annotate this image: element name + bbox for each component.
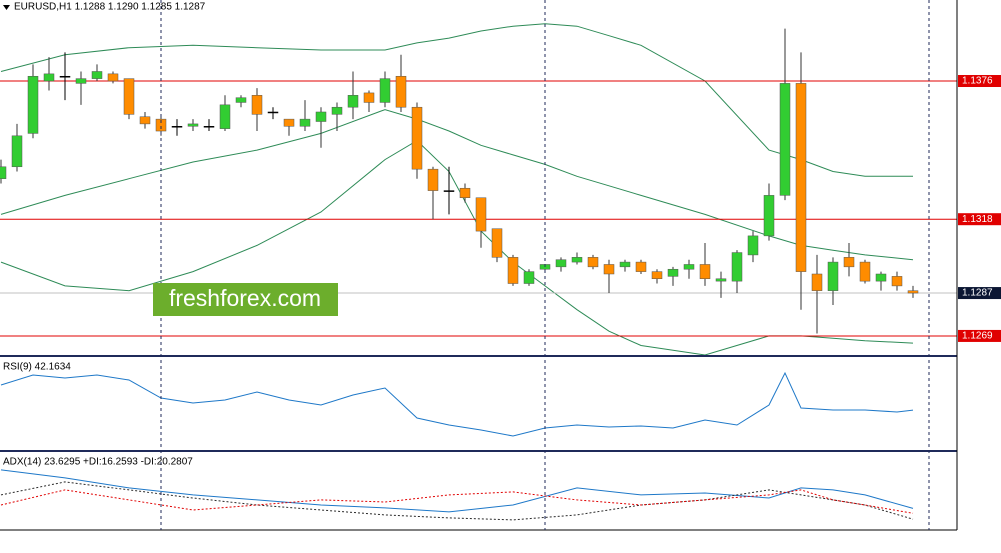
candle-body	[459, 187, 471, 199]
candle-body	[11, 135, 23, 168]
candle-body	[843, 257, 855, 268]
candle-body	[331, 106, 343, 115]
level-label: 1.1269	[962, 331, 993, 342]
level-label: 1.1376	[962, 76, 993, 87]
menu-triangle	[3, 5, 10, 10]
candle-body	[219, 104, 231, 129]
candle-body	[507, 257, 519, 284]
candle-body	[443, 190, 455, 192]
candle-body	[0, 166, 7, 179]
candle-body	[763, 195, 775, 237]
candle-body	[251, 95, 263, 115]
candle-body	[43, 73, 55, 82]
candle-body	[827, 261, 839, 291]
candle-body	[619, 261, 631, 268]
candle-body	[59, 75, 71, 78]
candle-body	[603, 264, 615, 275]
candle-body	[779, 83, 791, 196]
candle-body	[475, 197, 487, 232]
band-line	[0, 109, 914, 261]
candle-body	[171, 126, 183, 128]
band-line	[0, 23, 913, 177]
candle-body	[139, 116, 151, 125]
candle-body	[411, 106, 423, 170]
candle-body	[123, 78, 135, 115]
panel-title: RSI(9) 42.1634	[3, 362, 71, 373]
candle-body	[187, 123, 199, 127]
candle-body	[667, 268, 679, 277]
level-label: 1.1318	[962, 214, 993, 225]
candle-body	[699, 264, 711, 280]
candle-body	[587, 257, 599, 268]
watermark: freshforex.com	[169, 285, 321, 311]
candle-body	[395, 75, 407, 108]
candle-body	[875, 273, 887, 282]
level-label-box	[958, 213, 1001, 226]
candle-body	[491, 228, 503, 258]
level-label-box	[958, 75, 1001, 88]
candle-body	[795, 83, 807, 272]
candle-body	[107, 73, 119, 82]
candle-body	[715, 278, 727, 282]
candle-body	[91, 71, 103, 79]
candle-body	[235, 97, 247, 103]
candle-body	[731, 252, 743, 282]
candle-body	[315, 111, 327, 122]
candle-body	[859, 261, 871, 282]
candle-body	[283, 118, 295, 127]
indicator-line	[0, 469, 914, 513]
watermark-box	[153, 283, 338, 316]
panel-title: ADX(14) 23.6295 +DI:16.2593 -DI:20.2807	[3, 457, 193, 468]
candle-body	[571, 257, 583, 263]
last-price-box	[958, 287, 1001, 300]
candle-body	[811, 273, 823, 291]
candle-body	[347, 95, 359, 108]
indicator-line	[0, 481, 914, 521]
candle-body	[299, 118, 311, 127]
candle-body	[907, 290, 919, 294]
candle-body	[747, 235, 759, 256]
candle-body	[379, 78, 391, 103]
candle-body	[267, 111, 279, 114]
candle-body	[891, 276, 903, 287]
last-price-label: 1.1287	[962, 288, 993, 299]
candle-body	[75, 78, 87, 84]
candle-body	[155, 118, 167, 132]
candle-body	[363, 92, 375, 103]
chart-title: EURUSD,H1 1.1288 1.1290 1.1285 1.1287	[14, 2, 206, 13]
indicator-line	[0, 489, 914, 514]
level-label-box	[958, 329, 1001, 342]
candle-body	[203, 126, 215, 128]
candle-body	[555, 259, 567, 268]
candle-body	[635, 261, 647, 272]
candle-body	[27, 75, 39, 134]
candle-body	[651, 271, 663, 280]
candle-body	[523, 271, 535, 284]
candle-body	[683, 264, 695, 270]
candle-body	[427, 168, 439, 191]
